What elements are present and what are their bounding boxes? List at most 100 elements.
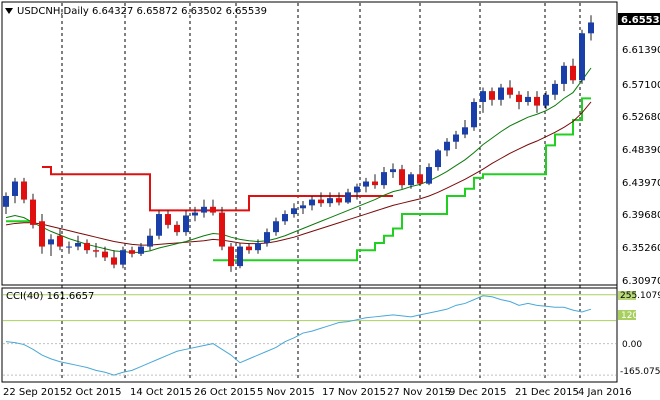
candle: [336, 192, 342, 206]
candle: [426, 163, 432, 186]
candle-body: [21, 181, 27, 200]
cci-line: [5, 295, 592, 376]
candle: [345, 188, 351, 204]
indicator-pane-frame: [1, 287, 618, 383]
candle: [75, 235, 81, 251]
candle-body: [381, 172, 387, 186]
candle: [453, 130, 459, 149]
collapse-triangle-icon[interactable]: [5, 8, 13, 14]
price-tick-label: 6.30970: [622, 276, 660, 287]
time-tick-label: 26 Oct 2015: [194, 387, 256, 398]
main-pane-frame: [1, 1, 618, 286]
candle: [291, 203, 297, 218]
candle-body: [147, 235, 153, 247]
candle-body: [12, 181, 18, 196]
svg-text:6.65539: 6.65539: [621, 15, 660, 26]
candle: [507, 80, 513, 99]
candle: [84, 239, 90, 254]
candle-body: [255, 242, 261, 251]
candle: [219, 206, 225, 251]
time-tick-label: 2 Oct 2015: [66, 387, 121, 398]
candle: [318, 192, 324, 207]
candle: [30, 193, 36, 229]
candle: [435, 148, 441, 171]
candle: [390, 163, 396, 178]
candle: [462, 120, 468, 139]
candle-body: [57, 235, 63, 247]
candle-body: [543, 94, 549, 106]
candle-body: [588, 22, 594, 34]
candle-body: [489, 91, 495, 100]
candle-body: [417, 174, 423, 184]
candle-body: [210, 206, 216, 213]
price-tick-label: 6.39680: [622, 210, 660, 221]
candle: [3, 192, 9, 215]
candle: [588, 15, 594, 41]
price-tick-label: 6.61390: [622, 45, 660, 56]
candle-body: [111, 257, 117, 265]
candle: [417, 167, 423, 186]
candle-body: [309, 199, 315, 206]
candle: [147, 228, 153, 251]
candle-body: [507, 87, 513, 95]
candle-body: [273, 221, 279, 233]
price-axis-labels: 6.61390 6.57100 6.52680 6.48390 6.43970 …: [622, 45, 660, 287]
candle-body: [516, 94, 522, 102]
time-tick-label: 14 Oct 2015: [130, 387, 192, 398]
candle-body: [39, 221, 45, 247]
symbol-label: USDCNH,Daily: [17, 6, 89, 17]
current-price-marker: 6.65539: [618, 13, 660, 26]
candle: [381, 167, 387, 189]
time-tick-label: 4 Jan 2016: [578, 387, 632, 398]
candle-body: [93, 250, 99, 252]
candle: [570, 58, 576, 84]
candle-body: [228, 246, 234, 267]
cci-header-label: CCI(40) 161.6657: [6, 291, 94, 302]
cci-line-group: [5, 295, 592, 376]
candle: [138, 242, 144, 256]
candle: [309, 195, 315, 211]
time-tick-label: 17 Nov 2015: [322, 387, 386, 398]
candle: [228, 242, 234, 272]
candle: [408, 172, 414, 189]
candle: [57, 228, 63, 251]
candle-body: [291, 208, 297, 215]
candle: [120, 246, 126, 269]
time-tick-label: 9 Dec 2015: [449, 387, 507, 398]
trailing-stop-red-line: [42, 166, 393, 212]
candle-body: [408, 174, 414, 186]
candle: [273, 217, 279, 236]
candle: [498, 83, 504, 106]
candle: [264, 228, 270, 247]
candle-body: [282, 214, 288, 222]
candle: [93, 242, 99, 258]
price-tick-label: 6.57100: [622, 80, 660, 91]
moving-average-lines: [5, 67, 592, 253]
candle: [561, 62, 567, 92]
time-tick-label: 27 Nov 2015: [387, 387, 451, 398]
candle-body: [84, 242, 90, 251]
candle: [255, 239, 261, 254]
candle-body: [552, 83, 558, 95]
candle-body: [264, 232, 270, 243]
price-tick-label: 6.43970: [622, 178, 660, 189]
candle-body: [498, 87, 504, 100]
candle: [282, 210, 288, 225]
fast-moving-average-line: [5, 67, 592, 253]
candle-body: [129, 250, 135, 254]
cci-level-label: -165.075: [620, 367, 660, 377]
candle-body: [480, 91, 486, 102]
cci-level-lines: [3, 294, 616, 376]
price-tick-label: 6.35260: [622, 243, 660, 254]
candle: [129, 246, 135, 258]
candle-body: [363, 181, 369, 187]
candle: [327, 192, 333, 207]
vertical-gridlines: [61, 3, 581, 381]
candle: [174, 221, 180, 236]
candle-body: [201, 206, 207, 213]
candle-body: [237, 246, 243, 267]
candle: [534, 91, 540, 113]
candle-body: [3, 195, 9, 207]
candle-body: [183, 215, 189, 233]
